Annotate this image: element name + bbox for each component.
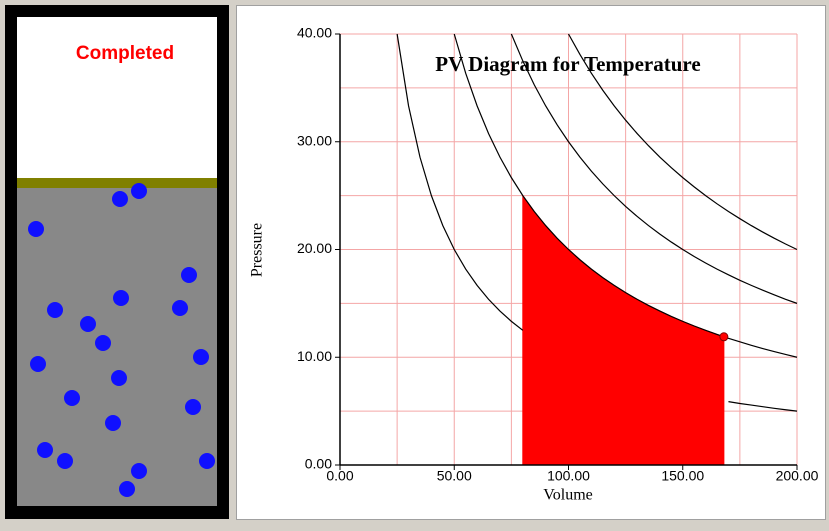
status: Completed [76,43,174,64]
molecule [131,183,147,199]
molecule [119,481,135,497]
plot: 0.00 10.00 20.00 30.00 40.00 0.00 50.00 100.00 1… [249,25,819,504]
cylinder-empty [17,17,217,178]
molecules [28,183,215,497]
chart-title: PV Diagram for Temperature [435,52,700,76]
y-axis-label: Pressure [249,223,266,277]
molecule [64,390,80,406]
x-tick-label: 50.00 [437,468,472,484]
molecule [105,415,121,431]
x-tick-label: 150.00 [661,468,704,484]
x-axis-label: Volume [543,487,592,504]
molecule [181,267,197,283]
molecule [47,302,63,318]
molecule [30,356,46,372]
isotherm [510,33,798,304]
y-tick-label: 20.00 [297,240,332,256]
molecule [199,453,215,469]
isotherm [453,33,798,358]
piston [17,178,217,188]
y-tick-label: 10.00 [297,348,332,364]
molecule [80,316,96,332]
x-tick-label: 200.00 [776,468,819,484]
gas [17,188,217,506]
isotherm [396,33,798,412]
state-marker [719,332,729,342]
y-tick-label: 30.00 [297,132,332,148]
molecule [57,453,73,469]
molecule [185,399,201,415]
isotherm [567,33,798,251]
molecule [28,221,44,237]
molecule [37,442,53,458]
molecule [113,290,129,306]
molecule [111,370,127,386]
y-tick-label: 0.00 [305,456,332,472]
y-tick-label: 40.00 [297,25,332,41]
x-tick-label: 0.00 [326,468,353,484]
molecule [131,463,147,479]
molecule [112,191,128,207]
molecule [193,349,209,365]
molecule [95,335,111,351]
molecule [172,300,188,316]
x-tick-label: 100.00 [547,468,590,484]
